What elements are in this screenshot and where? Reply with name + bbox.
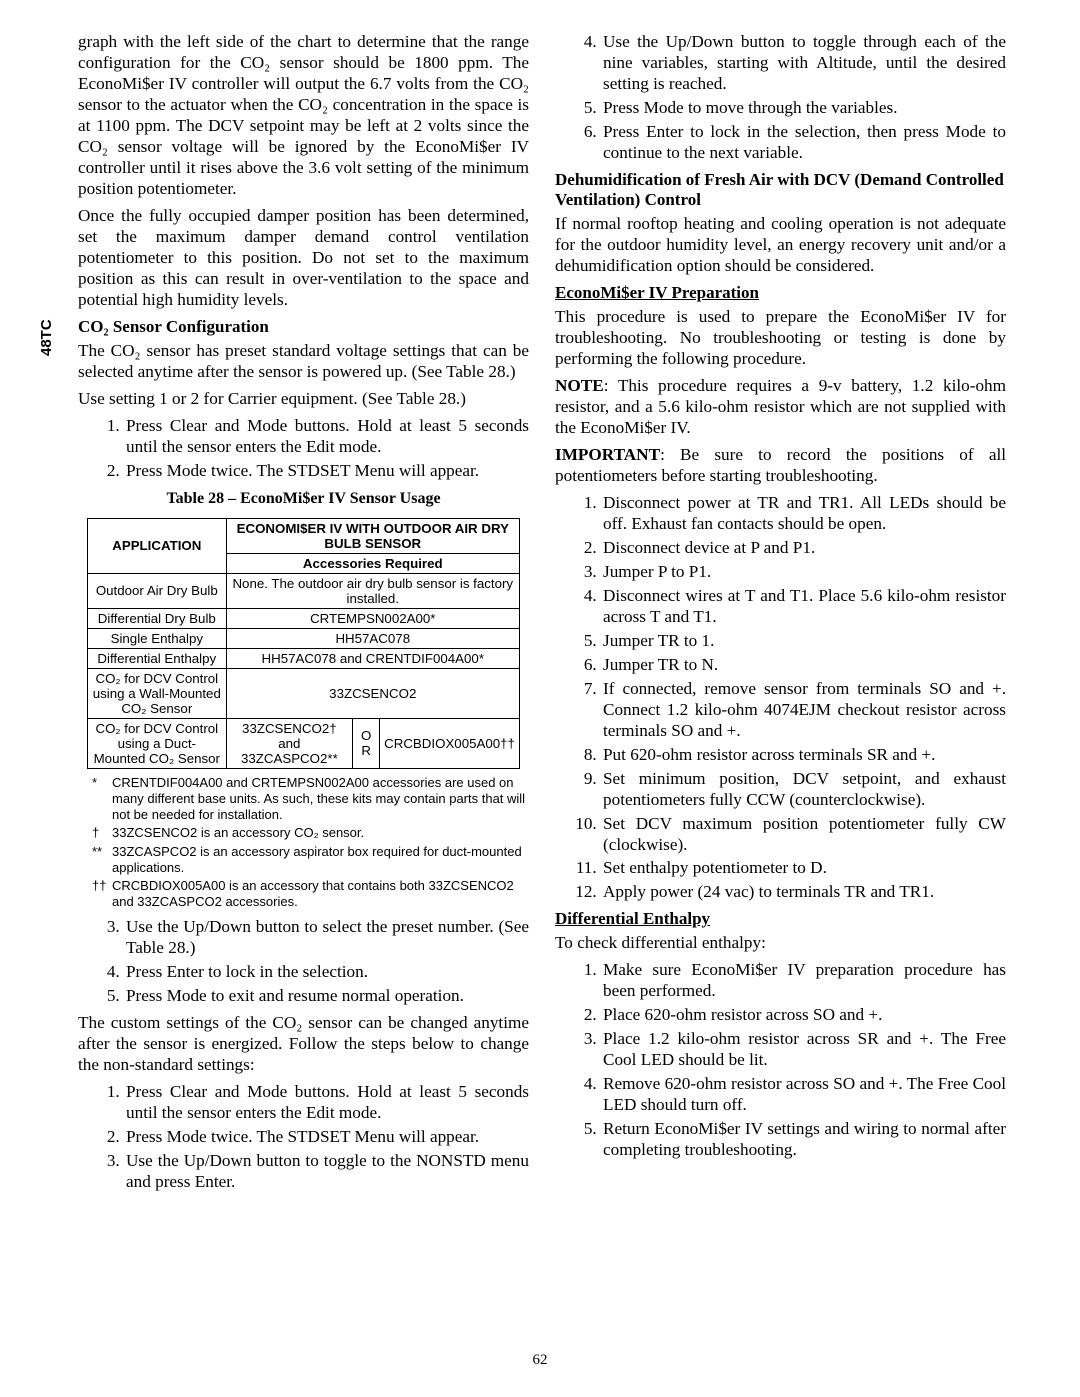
left-column: graph with the left side of the chart to… [78,32,529,1199]
footnote: **33ZCASPCO2 is an accessory aspirator b… [92,844,529,877]
list-item: Place 1.2 kilo-ohm resistor across SR an… [601,1029,1006,1071]
list-item: Use the Up/Down button to toggle through… [601,32,1006,95]
list-item: If connected, remove sensor from termina… [601,679,1006,742]
steps-d: Use the Up/Down button to toggle through… [555,32,1006,164]
note: NOTE: This procedure requires a 9-v batt… [555,376,1006,439]
list-item: Press Enter to lock in the selection, th… [601,122,1006,164]
footnote-txt: 33ZCASPCO2 is an accessory aspirator box… [112,844,529,877]
important: IMPORTANT: Be sure to record the positio… [555,445,1006,487]
para-custom: The custom settings of the CO₂ sensor ca… [78,1013,529,1076]
steps-a: Press Clear and Mode buttons. Hold at le… [78,416,529,482]
head-co2: CO₂ Sensor Configuration [78,317,529,337]
cell-acc: HH57AC078 and CRENTDIF004A00* [226,648,519,668]
para-once: Once the fully occupied damper position … [78,206,529,311]
th-main: ECONOMI$ER IV WITH OUTDOOR AIR DRY BULB … [226,518,519,553]
cell-acc: None. The outdoor air dry bulb sensor is… [226,573,519,608]
important-label: IMPORTANT [555,445,660,464]
list-item: Press Enter to lock in the selection. [124,962,529,983]
head-dehum: Dehumidification of Fresh Air with DCV (… [555,170,1006,210]
list-item: Disconnect wires at T and T1. Place 5.6 … [601,586,1006,628]
page-number: 62 [0,1352,1080,1369]
list-item: Press Mode to exit and resume normal ope… [124,986,529,1007]
table-caption: Table 28 – EconoMi$er IV Sensor Usage [78,490,529,508]
list-item: Disconnect power at TR and TR1. All LEDs… [601,493,1006,535]
footnote-txt: CRCBDIOX005A00 is an accessory that cont… [112,878,529,911]
footnote-sym: †† [92,878,112,911]
table-row: CO₂ for DCV Control using a Wall-Mounted… [88,668,520,718]
list-item: Press Clear and Mode buttons. Hold at le… [124,416,529,458]
sensor-table: APPLICATION ECONOMI$ER IV WITH OUTDOOR A… [87,518,520,769]
list-item: Place 620-ohm resistor across SO and +. [601,1005,1006,1026]
list-item: Use the Up/Down button to select the pre… [124,917,529,959]
cell-acc: CRCBDIOX005A00†† [380,718,520,768]
cell-acc: O R [353,718,380,768]
table-row: Differential Enthalpy HH57AC078 and CREN… [88,648,520,668]
steps-b: Use the Up/Down button to select the pre… [78,917,529,1007]
para-intro: graph with the left side of the chart to… [78,32,529,200]
list-item: Jumper TR to 1. [601,631,1006,652]
footnote: †33ZCSENCO2 is an accessory CO₂ sensor. [92,825,529,841]
footnote-sym: † [92,825,112,841]
cell-app: CO₂ for DCV Control using a Duct-Mounted… [88,718,227,768]
list-item: Use the Up/Down button to toggle to the … [124,1151,529,1193]
list-item: Apply power (24 vac) to terminals TR and… [601,882,1006,903]
head-diff: Differential Enthalpy [555,909,1006,929]
cell-acc: 33ZCSENCO2† and 33ZCASPCO2** [226,718,353,768]
footnote-txt: 33ZCSENCO2 is an accessory CO₂ sensor. [112,825,529,841]
th-sub: Accessories Required [226,553,519,573]
table-row: Differential Dry Bulb CRTEMPSN002A00* [88,608,520,628]
cell-acc: 33ZCSENCO2 [226,668,519,718]
cell-acc: CRTEMPSN002A00* [226,608,519,628]
list-item: Put 620-ohm resistor across terminals SR… [601,745,1006,766]
list-item: Make sure EconoMi$er IV preparation proc… [601,960,1006,1002]
list-item: Return EconoMi$er IV settings and wiring… [601,1119,1006,1161]
footnote: ††CRCBDIOX005A00 is an accessory that co… [92,878,529,911]
list-item: Jumper TR to N. [601,655,1006,676]
table-row: Single Enthalpy HH57AC078 [88,628,520,648]
list-item: Set minimum position, DCV setpoint, and … [601,769,1006,811]
list-item: Press Mode twice. The STDSET Menu will a… [124,461,529,482]
footnote-txt: CRENTDIF004A00 and CRTEMPSN002A00 access… [112,775,529,824]
list-item: Press Mode twice. The STDSET Menu will a… [124,1127,529,1148]
page-tab: 48TC [38,319,55,356]
note-body: : This procedure requires a 9-v battery,… [555,376,1006,437]
para-dehum: If normal rooftop heating and cooling op… [555,214,1006,277]
cell-app: Differential Dry Bulb [88,608,227,628]
cell-app: Single Enthalpy [88,628,227,648]
list-item: Press Clear and Mode buttons. Hold at le… [124,1082,529,1124]
right-column: Use the Up/Down button to toggle through… [555,32,1006,1199]
list-item: Set enthalpy potentiometer to D. [601,858,1006,879]
list-item: Disconnect device at P and P1. [601,538,1006,559]
head-prep: EconoMi$er IV Preparation [555,283,1006,303]
table-row: CO₂ for DCV Control using a Duct-Mounted… [88,718,520,768]
steps-prep: Disconnect power at TR and TR1. All LEDs… [555,493,1006,904]
page-content: graph with the left side of the chart to… [78,32,1006,1199]
para-co2a: The CO₂ sensor has preset standard volta… [78,341,529,383]
footnote-sym: * [92,775,112,824]
th-app: APPLICATION [88,518,227,573]
list-item: Set DCV maximum position potentiometer f… [601,814,1006,856]
footnote: *CRENTDIF004A00 and CRTEMPSN002A00 acces… [92,775,529,824]
footnotes: *CRENTDIF004A00 and CRTEMPSN002A00 acces… [92,775,529,911]
note-label: NOTE [555,376,604,395]
footnote-sym: ** [92,844,112,877]
list-item: Remove 620-ohm resistor across SO and +.… [601,1074,1006,1116]
cell-app: Differential Enthalpy [88,648,227,668]
para-diff: To check differential enthalpy: [555,933,1006,954]
steps-diff: Make sure EconoMi$er IV preparation proc… [555,960,1006,1161]
para-co2b: Use setting 1 or 2 for Carrier equipment… [78,389,529,410]
list-item: Press Mode to move through the variables… [601,98,1006,119]
cell-app: CO₂ for DCV Control using a Wall-Mounted… [88,668,227,718]
steps-c: Press Clear and Mode buttons. Hold at le… [78,1082,529,1193]
cell-acc: HH57AC078 [226,628,519,648]
para-prep: This procedure is used to prepare the Ec… [555,307,1006,370]
table-row: Outdoor Air Dry Bulb None. The outdoor a… [88,573,520,608]
cell-app: Outdoor Air Dry Bulb [88,573,227,608]
list-item: Jumper P to P1. [601,562,1006,583]
